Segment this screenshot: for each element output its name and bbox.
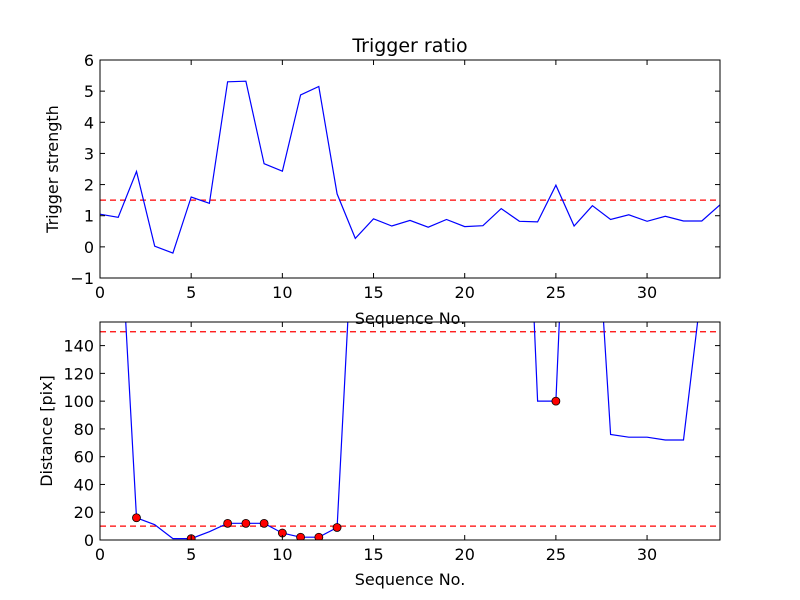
- x-tick-label: 30: [637, 283, 657, 302]
- x-axis-label: Sequence No.: [355, 309, 466, 328]
- data-point: [132, 513, 141, 523]
- series-line-segment: [533, 322, 560, 402]
- y-axis-label: Distance [pix]: [37, 375, 56, 487]
- x-tick-label: 20: [455, 545, 475, 564]
- x-tick-label: 10: [272, 283, 292, 302]
- x-tick-label: 15: [363, 283, 383, 302]
- x-tick-label: 10: [272, 545, 292, 564]
- trigger-plot-area: [100, 80, 720, 254]
- distance-axis-ticks: 0 5 10 15 20 25 30 0 20 40 60 80 100 120 140: [63, 322, 720, 564]
- y-tick-label: 0: [84, 238, 94, 257]
- distance-plot-area: [100, 322, 720, 540]
- y-tick-label: 6: [84, 51, 94, 70]
- distance-chart: 0 5 10 15 20 25 30 0 20 40 60 80 100 120 140 Sequence …: [37, 321, 721, 589]
- y-tick-label: −1: [70, 269, 94, 288]
- x-tick-label: 25: [546, 545, 566, 564]
- distance-axes-frame: [99, 321, 721, 541]
- y-tick-label: 4: [84, 113, 94, 132]
- series-line-segment: [602, 322, 699, 441]
- series-line: [100, 80, 720, 254]
- data-point: [551, 396, 561, 406]
- y-tick-label: 140: [63, 337, 94, 356]
- x-axis-label: Sequence No.: [355, 570, 466, 589]
- y-tick-label: 0: [84, 531, 94, 550]
- x-tick-label: 30: [637, 545, 657, 564]
- data-point: [259, 518, 269, 528]
- y-tick-label: 3: [84, 144, 94, 163]
- y-tick-label: 120: [63, 364, 94, 383]
- x-tick-label: 20: [455, 283, 475, 302]
- y-tick-label: 1: [84, 207, 94, 226]
- data-point: [296, 532, 305, 540]
- x-tick-label: 15: [363, 545, 383, 564]
- y-tick-label: 60: [74, 448, 94, 467]
- y-axis-label: Trigger strength: [43, 105, 62, 234]
- trigger-axes-frame: [99, 59, 721, 279]
- y-tick-label: 80: [74, 420, 94, 439]
- data-point: [241, 518, 251, 528]
- y-tick-label: 5: [84, 82, 94, 101]
- data-point: [314, 532, 324, 540]
- y-tick-label: 40: [74, 475, 94, 494]
- y-tick-label: 20: [74, 503, 94, 522]
- x-tick-label: 0: [95, 283, 105, 302]
- chart-title: Trigger ratio: [351, 35, 467, 57]
- y-tick-label: 2: [84, 176, 94, 195]
- data-point: [223, 518, 233, 528]
- y-tick-label: 100: [63, 392, 94, 411]
- x-tick-label: 0: [95, 545, 105, 564]
- data-point: [332, 523, 342, 532]
- x-tick-label: 5: [186, 545, 196, 564]
- x-tick-label: 25: [546, 283, 566, 302]
- x-tick-label: 5: [186, 283, 196, 302]
